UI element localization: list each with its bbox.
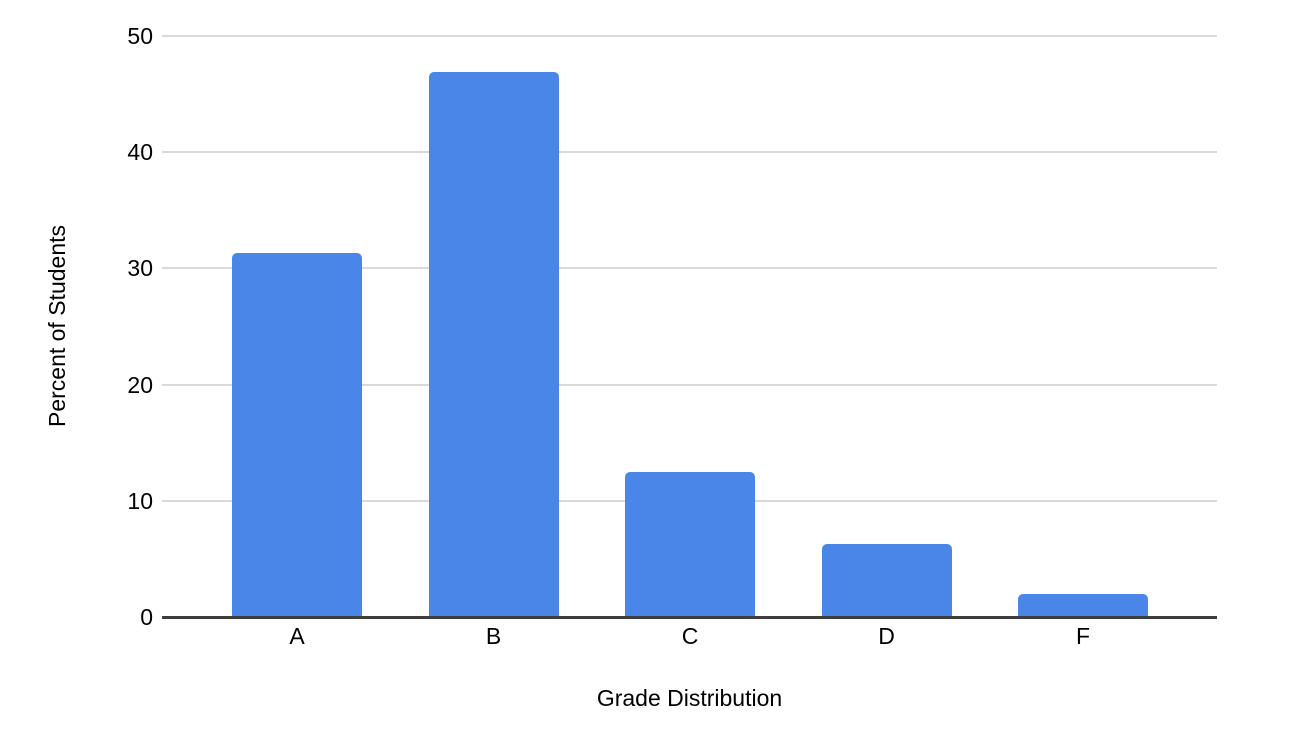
- x-category-label-D: D: [878, 623, 895, 649]
- x-category-label-A: A: [289, 623, 305, 649]
- x-category-label-B: B: [485, 623, 502, 649]
- y-tick-label-40: 40: [127, 139, 153, 166]
- gridline-20: [162, 383, 1217, 386]
- x-axis-title: Grade Distribution: [596, 685, 783, 711]
- y-tick-label-20: 20: [127, 371, 153, 398]
- x-axis-baseline: [162, 616, 1217, 619]
- bar-D: [821, 543, 952, 617]
- gridline-30: [162, 267, 1217, 270]
- y-tick-label-0: 0: [140, 604, 153, 630]
- x-category-label-F: F: [1075, 623, 1091, 649]
- gridline-50: [162, 35, 1217, 37]
- y-tick-label-50: 50: [127, 23, 153, 49]
- y-axis-title: Percent of Students: [44, 225, 70, 428]
- y-tick-label-10: 10: [127, 487, 153, 514]
- x-category-label-C: C: [681, 623, 699, 649]
- bar-A: [232, 253, 362, 617]
- bar-B: [428, 72, 559, 617]
- gridline-40: [162, 151, 1217, 154]
- plot-area: [162, 35, 1217, 619]
- bar-C: [625, 471, 755, 617]
- bar-F: [1018, 593, 1148, 617]
- y-tick-label-30: 30: [127, 255, 153, 282]
